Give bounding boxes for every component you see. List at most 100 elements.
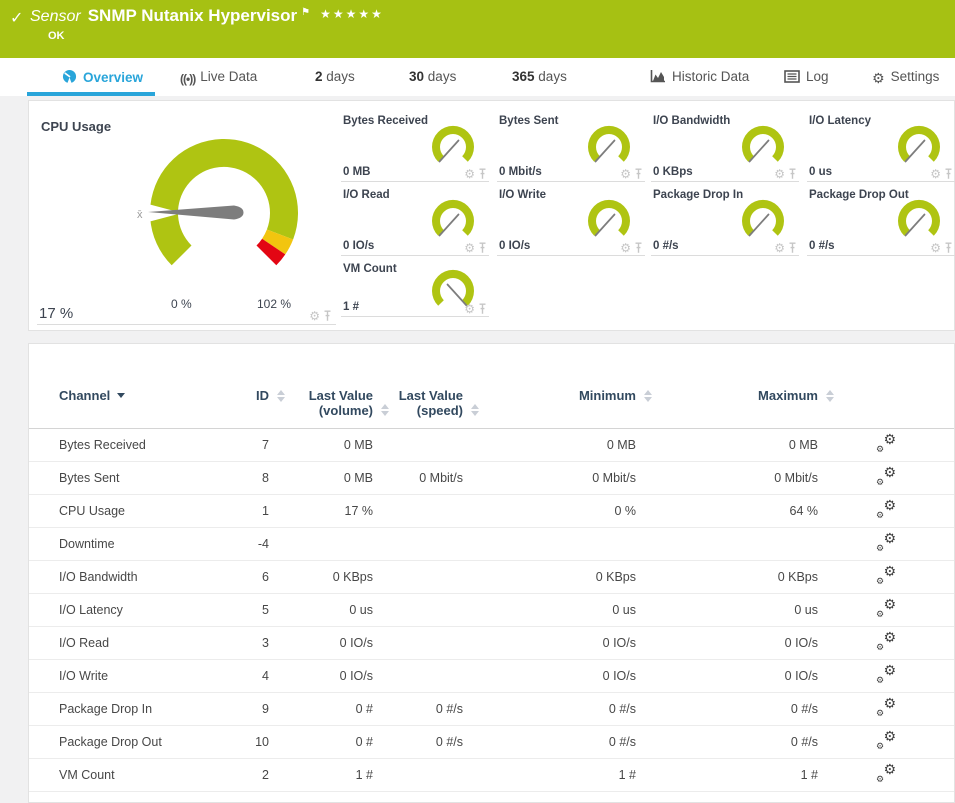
tab-overview[interactable]: Overview [62, 69, 143, 87]
channel-name[interactable]: I/O Bandwidth [29, 560, 229, 594]
channel-row: VM Count 2 1 # 1 # 1 # ⚙ ⚙ [29, 758, 954, 792]
channel-min [463, 527, 636, 561]
channel-settings-icon[interactable]: ⚙ ⚙ [876, 729, 896, 751]
pin-icon[interactable] [788, 242, 797, 254]
tab-label: days [538, 69, 567, 84]
channel-name[interactable]: Downtime [29, 527, 229, 561]
col-header-channel[interactable]: Channel [29, 386, 229, 429]
channel-row: I/O Bandwidth 6 0 KBps 0 KBps 0 KBps ⚙ ⚙ [29, 560, 954, 594]
gear-icon[interactable]: ⚙ [309, 309, 320, 323]
pin-icon[interactable] [478, 242, 487, 254]
channel-last-volume: 0 KBps [269, 560, 373, 594]
channel-name[interactable]: VM Count [29, 758, 229, 792]
gear-icon[interactable]: ⚙ [930, 241, 941, 255]
status-ok-check-icon: ✓ [10, 10, 24, 27]
pin-icon[interactable] [634, 168, 643, 180]
col-header-maximum[interactable]: Maximum [636, 386, 834, 429]
tab-2-days[interactable]: 2 days [315, 69, 355, 84]
channel-min: 1 # [463, 758, 636, 792]
pin-icon[interactable] [478, 168, 487, 180]
channel-id: 6 [229, 560, 269, 594]
gauge-cell-vm-count: VM Count 1 # ⚙ [341, 261, 489, 317]
gauge-scale-min: 0 % [171, 297, 192, 311]
channel-name[interactable]: I/O Read [29, 626, 229, 660]
channel-settings-icon[interactable]: ⚙ ⚙ [876, 531, 896, 553]
channel-name[interactable]: I/O Write [29, 659, 229, 693]
pin-icon[interactable] [944, 168, 953, 180]
pin-icon[interactable] [323, 310, 332, 322]
gear-icon[interactable]: ⚙ [464, 241, 475, 255]
channel-table: Channel ID Last Value (volume) Last Value… [29, 386, 954, 792]
pin-icon[interactable] [478, 303, 487, 315]
tab-30-days[interactable]: 30 days [409, 69, 456, 84]
channel-last-volume: 0 MB [269, 428, 373, 462]
channel-settings-icon[interactable]: ⚙ ⚙ [876, 465, 896, 487]
channel-settings-icon[interactable]: ⚙ ⚙ [876, 498, 896, 520]
tab-label: Overview [83, 70, 144, 85]
gear-icon: ⚙ [883, 596, 896, 612]
tab-settings[interactable]: ⚙ Settings [872, 69, 939, 87]
channel-settings-icon[interactable]: ⚙ ⚙ [876, 662, 896, 685]
flag-icon[interactable]: ⚑ [301, 6, 311, 18]
gear-icon[interactable]: ⚙ [620, 167, 631, 181]
gauge-value: 1 # [343, 301, 359, 313]
object-kind-label: Sensor [30, 8, 81, 25]
gauges-panel: CPU Usage x̄ 0 % 102 % 17 % ⚙ Bytes Rece… [28, 100, 955, 331]
channel-name[interactable]: Package Drop Out [29, 725, 229, 759]
gear-icon[interactable]: ⚙ [774, 241, 785, 255]
channel-row: I/O Write 4 0 IO/s 0 IO/s 0 IO/s ⚙ ⚙ [29, 659, 954, 693]
gauge-cell-cpu-usage: CPU Usage x̄ 0 % 102 % 17 % ⚙ [37, 113, 336, 325]
channel-last-speed [373, 560, 463, 594]
gear-icon: ⚙ [883, 662, 896, 678]
channel-max: 0 #/s [636, 725, 818, 759]
sensor-title: SNMP Nutanix Hypervisor [87, 6, 298, 25]
sensor-status-text: OK [48, 30, 65, 42]
channel-settings-icon[interactable]: ⚙ ⚙ [876, 630, 896, 652]
channel-row: Package Drop Out 10 0 # 0 #/s 0 #/s 0 #/… [29, 725, 954, 759]
channel-last-volume: 0 # [269, 692, 373, 726]
channel-name[interactable]: Bytes Received [29, 428, 229, 462]
channel-name[interactable]: CPU Usage [29, 494, 229, 528]
channel-max: 1 # [636, 758, 818, 792]
channel-last-speed [373, 593, 463, 627]
tab-live-data[interactable]: ((•)) Live Data [180, 69, 257, 86]
pin-icon[interactable] [788, 168, 797, 180]
gear-icon[interactable]: ⚙ [464, 302, 475, 316]
channel-settings-icon[interactable]: ⚙ ⚙ [876, 596, 896, 619]
channel-last-speed [373, 428, 463, 462]
channel-settings-icon[interactable]: ⚙ ⚙ [876, 432, 896, 454]
col-header-id[interactable]: ID [229, 386, 285, 429]
gauge-cell-io-write: I/O Write 0 IO/s ⚙ [497, 187, 645, 256]
gear-icon[interactable]: ⚙ [930, 167, 941, 181]
channel-settings-icon[interactable]: ⚙ ⚙ [876, 564, 896, 586]
cpu-gauge-dial: x̄ [137, 138, 299, 266]
gear-icon[interactable]: ⚙ [774, 167, 785, 181]
col-header-minimum[interactable]: Minimum [463, 386, 652, 429]
channel-name[interactable]: Bytes Sent [29, 461, 229, 495]
col-header-last-value-volume[interactable]: Last Value (volume) [269, 386, 389, 429]
gear-icon[interactable]: ⚙ [464, 167, 475, 181]
channel-last-speed [373, 626, 463, 660]
channel-settings-icon[interactable]: ⚙ ⚙ [876, 695, 896, 718]
pin-icon[interactable] [634, 242, 643, 254]
priority-stars[interactable]: ★★★★★ [320, 7, 384, 21]
gear-icon[interactable]: ⚙ [620, 241, 631, 255]
tab-365-days[interactable]: 365 days [512, 69, 567, 84]
tab-historic-data[interactable]: Historic Data [650, 69, 749, 86]
channel-id: 1 [229, 494, 269, 528]
gauge-title: Package Drop In [653, 189, 744, 201]
log-list-icon [784, 70, 800, 86]
gauge-value: 0 MB [343, 166, 371, 178]
col-header-last-value-speed[interactable]: Last Value (speed) [373, 386, 479, 429]
gauge-value: 0 IO/s [499, 240, 531, 252]
gauge-title: Package Drop Out [809, 189, 909, 201]
channel-last-volume: 17 % [269, 494, 373, 528]
pin-icon[interactable] [944, 242, 953, 254]
gauge-value: 0 KBps [653, 166, 693, 178]
gear-icon: ⚙ [883, 695, 896, 711]
tab-label: Live Data [200, 69, 258, 84]
channel-name[interactable]: Package Drop In [29, 692, 229, 726]
channel-settings-icon[interactable]: ⚙ ⚙ [876, 762, 896, 784]
channel-name[interactable]: I/O Latency [29, 593, 229, 627]
tab-log[interactable]: Log [784, 69, 829, 86]
